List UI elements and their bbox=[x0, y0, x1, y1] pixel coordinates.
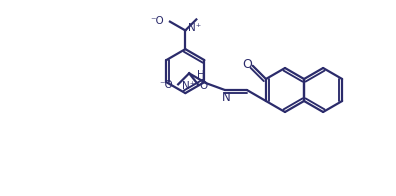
Text: ⁻O: ⁻O bbox=[150, 16, 164, 26]
Text: N⁺: N⁺ bbox=[181, 81, 195, 91]
Text: O: O bbox=[242, 58, 252, 71]
Text: ⁻O: ⁻O bbox=[160, 80, 173, 90]
Text: N⁺: N⁺ bbox=[188, 24, 202, 34]
Text: H: H bbox=[198, 70, 205, 80]
Text: N: N bbox=[221, 91, 230, 103]
Text: O: O bbox=[199, 81, 207, 91]
